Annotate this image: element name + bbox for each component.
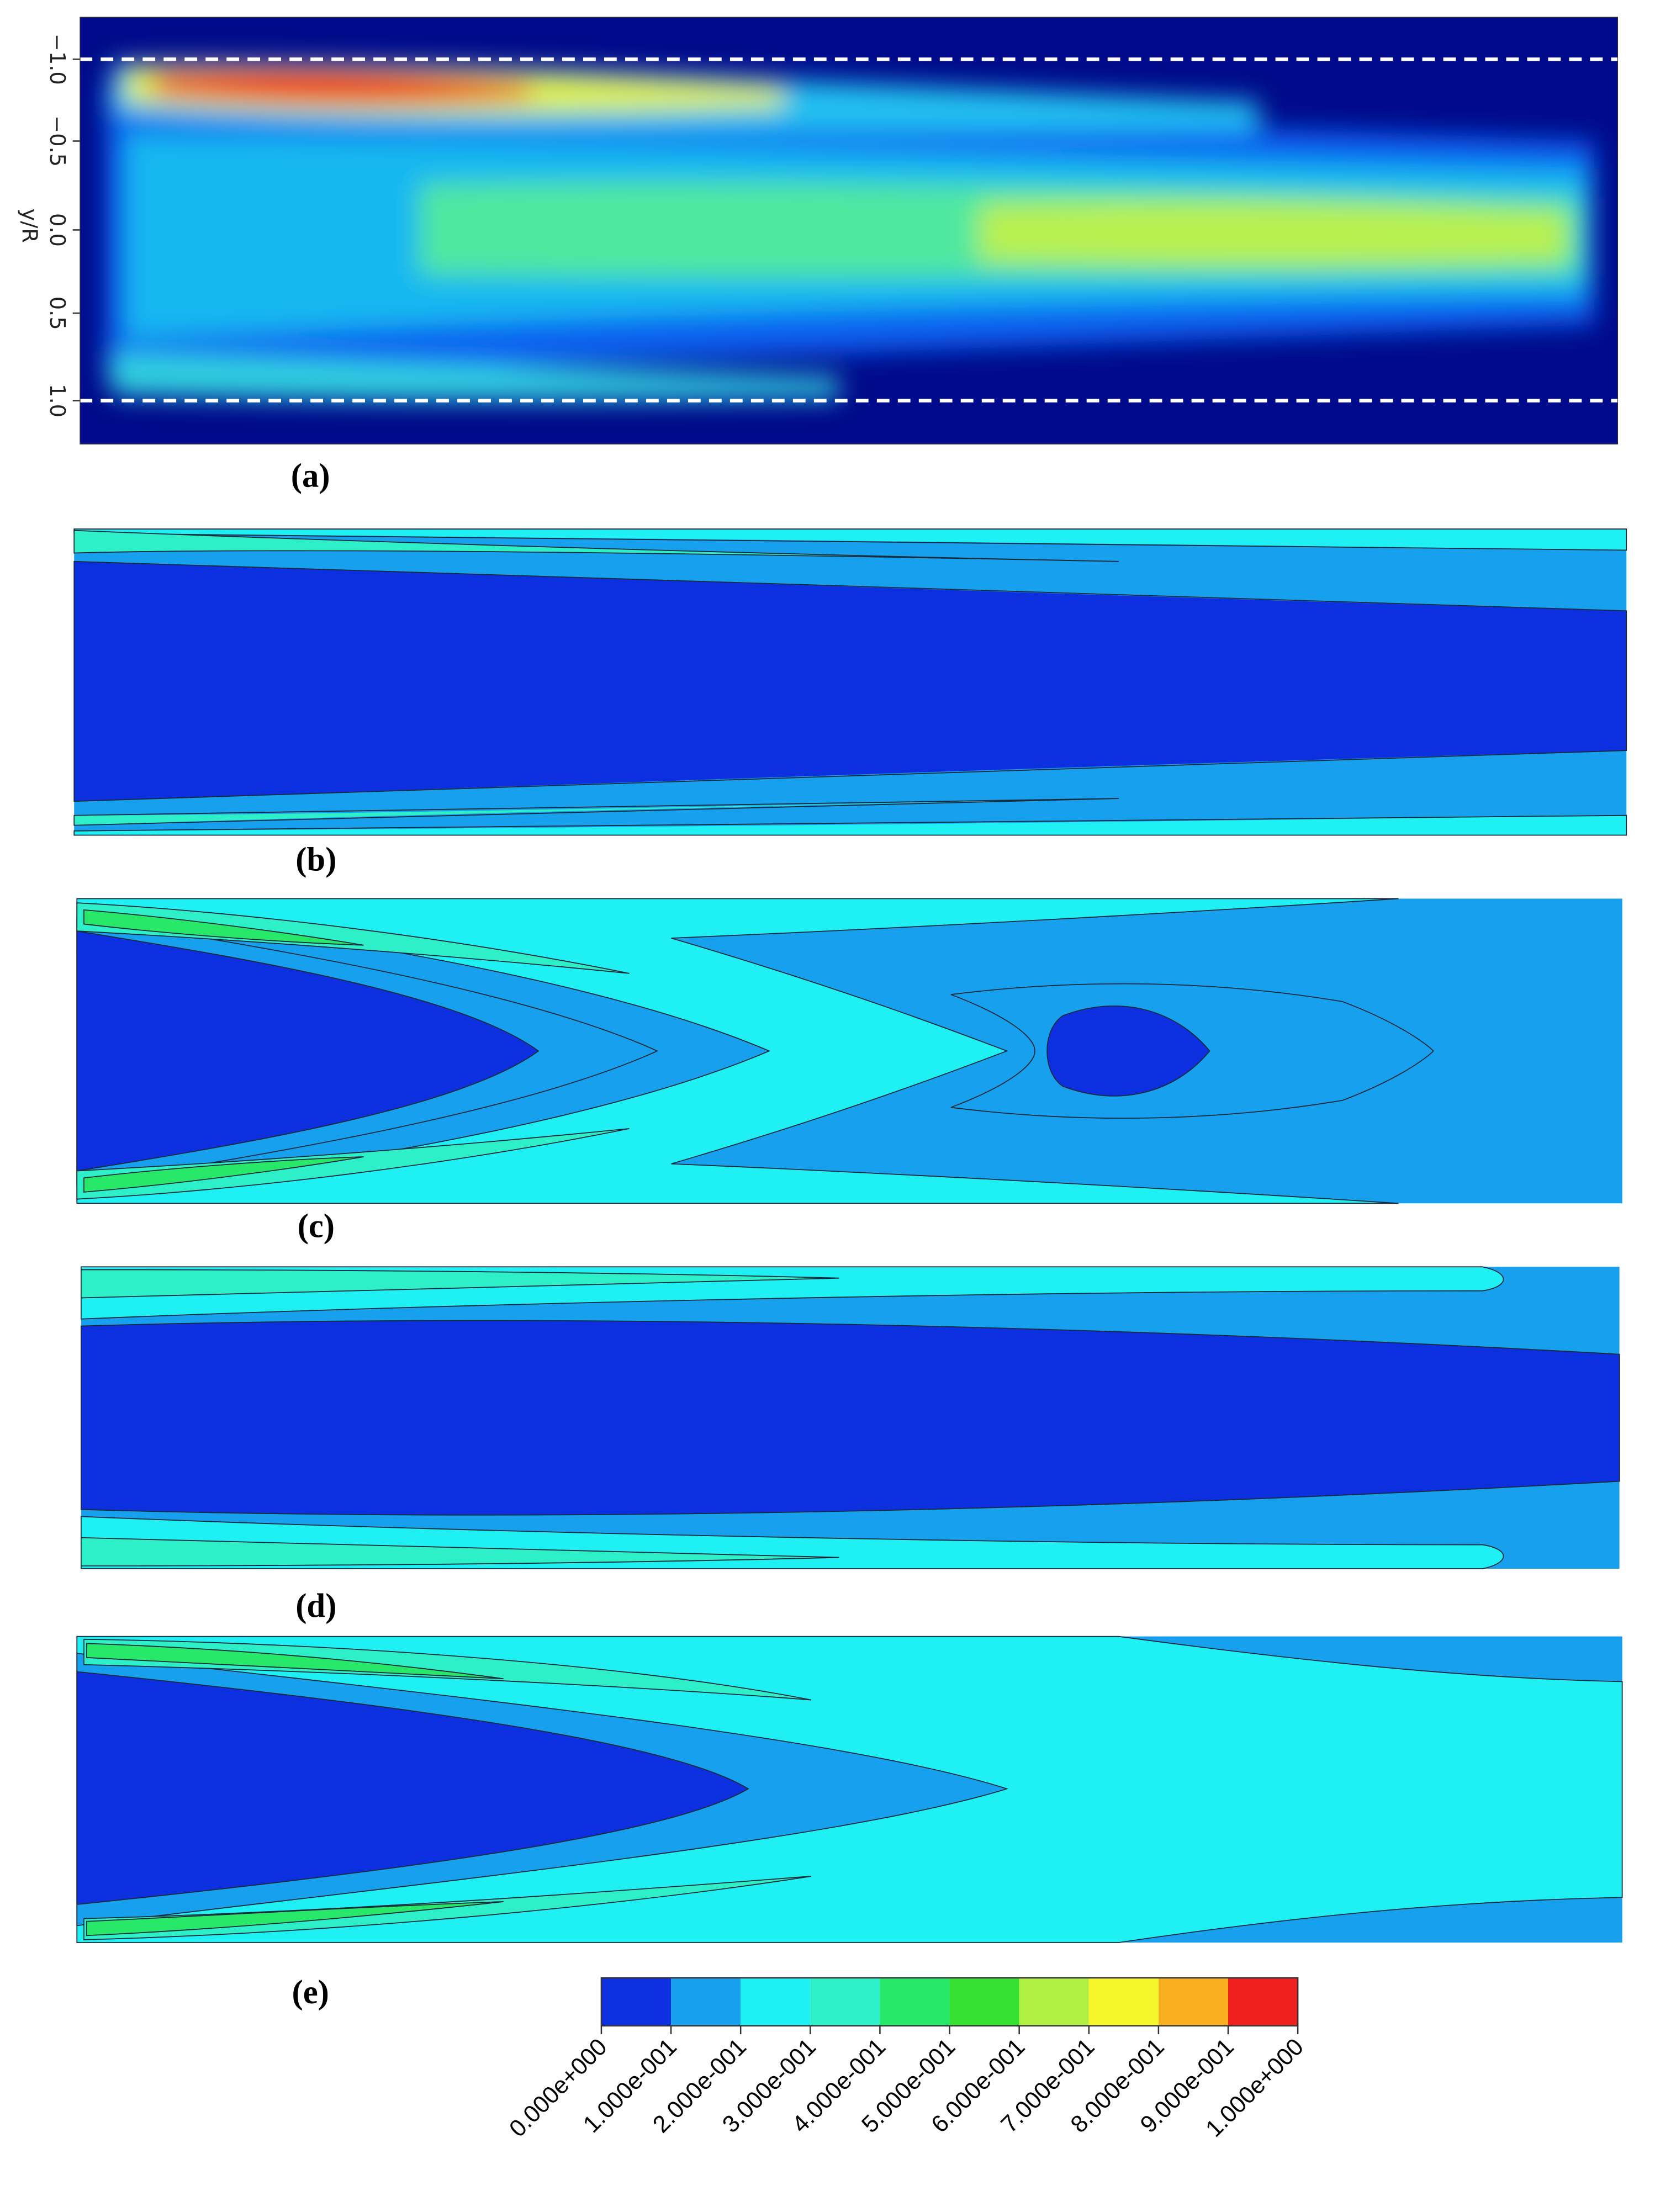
band: [76, 902, 630, 974]
y-tick-label: −1.0: [45, 34, 70, 85]
field: [112, 352, 839, 401]
colorbar-segment: [1158, 1977, 1228, 2026]
colorbar-segment: [949, 1977, 1019, 2026]
panel-c: [76, 898, 1622, 1204]
panel-label: (d): [295, 1587, 336, 1624]
band: [76, 1671, 749, 1906]
y-axis-label: y/R: [18, 209, 42, 243]
field: [154, 69, 532, 103]
colorbar-segment: [1088, 1977, 1159, 2026]
y-tick-label: 0.5: [45, 297, 70, 330]
colorbar-segment: [741, 1977, 811, 2026]
field: [979, 202, 1567, 266]
panel-b: [73, 528, 1627, 836]
y-tick-label: 0.0: [45, 213, 70, 247]
colorbar-segment: [1228, 1977, 1298, 2026]
colorbar-segment: [601, 1977, 672, 2026]
colorbar-segment: [671, 1977, 741, 2026]
band: [1046, 1006, 1210, 1097]
band: [76, 930, 540, 1172]
colorbar-segment: [810, 1977, 880, 2026]
panel-label: (a): [291, 457, 330, 494]
band: [80, 1269, 839, 1299]
band: [76, 1128, 630, 1200]
panel-d: [80, 1266, 1620, 1569]
band: [83, 909, 364, 946]
band: [83, 1156, 364, 1193]
colorbar: 0.000e+0001.000e-0012.000e-0013.000e-001…: [504, 1977, 1309, 2142]
panel-label: (e): [292, 1974, 329, 2011]
colorbar-segment: [880, 1977, 950, 2026]
y-ticks: −1.0 −0.5 0.0 0.5 1.0: [45, 34, 80, 417]
y-tick-label: 1.0: [45, 384, 70, 417]
panel-label: (c): [298, 1208, 335, 1245]
band: [86, 1901, 504, 1936]
band: [80, 1320, 1620, 1516]
panel-labels: (a) (b) (c) (d) (e): [291, 457, 337, 2011]
band: [80, 1537, 839, 1567]
panel-label: (b): [295, 841, 336, 878]
panel-e: [76, 1636, 1623, 1943]
band: [73, 530, 1119, 562]
y-tick-label: −0.5: [45, 115, 70, 167]
colorbar-segment: [1019, 1977, 1089, 2026]
band: [86, 1643, 504, 1680]
panel-a: [80, 17, 1619, 444]
